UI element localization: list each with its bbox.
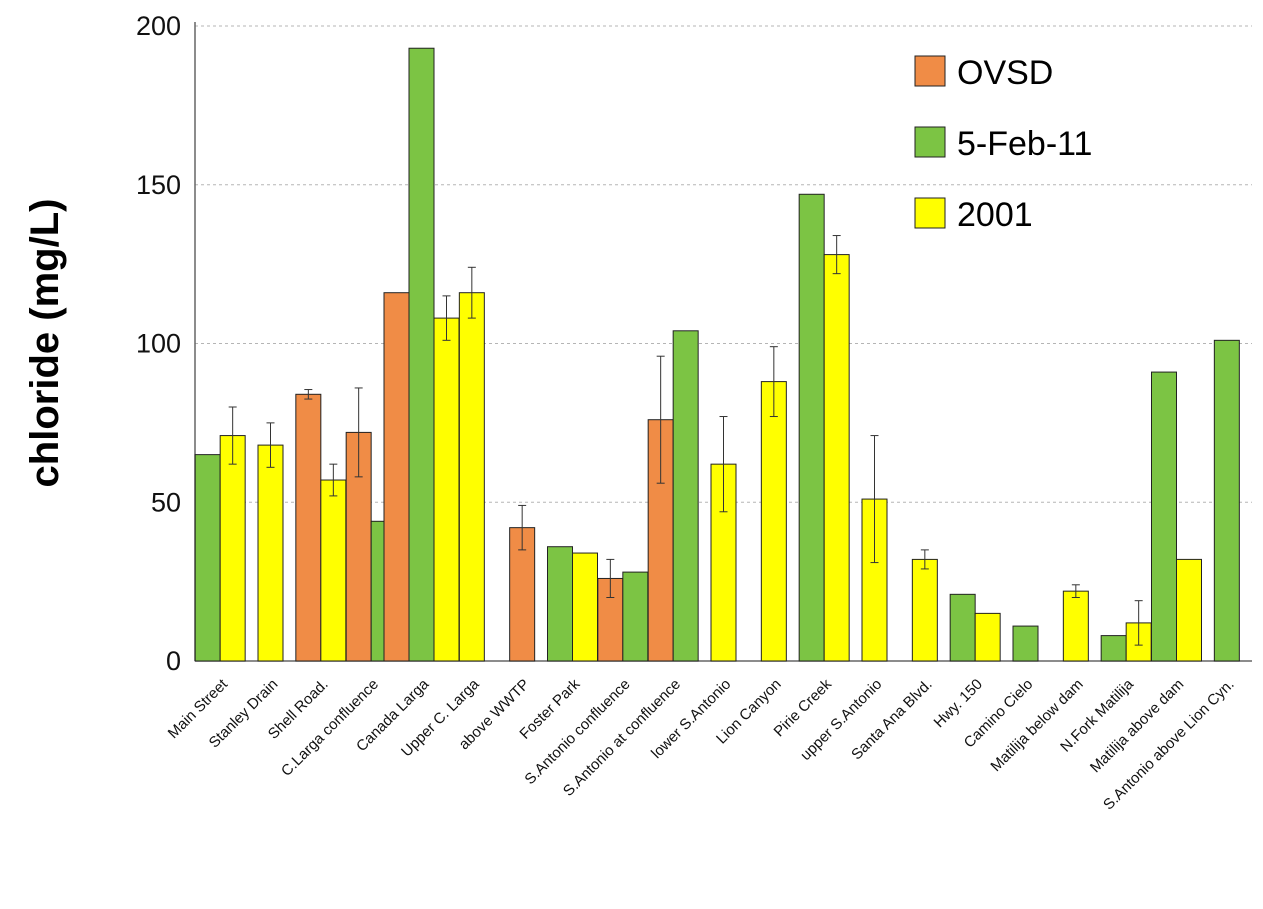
bar-5-feb-11 — [1100, 635, 1127, 662]
bar-2001 — [760, 381, 787, 662]
y-tick-label: 200 — [136, 11, 181, 41]
legend-swatch — [914, 55, 946, 87]
bar-5-feb-11 — [408, 47, 435, 662]
bar-2001 — [911, 558, 938, 662]
bar-2001 — [823, 254, 850, 662]
legend-swatch — [914, 126, 946, 158]
bar-5-feb-11 — [1151, 371, 1177, 662]
legend-label: 5-Feb-11 — [957, 125, 1092, 163]
legend-label: OVSD — [957, 54, 1053, 92]
bar-2001 — [219, 435, 246, 662]
y-tick-label: 0 — [166, 646, 181, 676]
bar-2001 — [320, 479, 347, 662]
bar-2001 — [458, 292, 485, 662]
bar-5-feb-11 — [672, 330, 699, 662]
bar-ovsd — [383, 292, 410, 662]
bar-5-feb-11 — [798, 193, 825, 662]
x-tick-label: Matilija above dam — [1087, 676, 1187, 776]
legend-swatch — [914, 197, 946, 229]
bar-2001 — [1062, 590, 1089, 662]
bar-2001 — [974, 612, 1001, 662]
bar-5-feb-11 — [1012, 625, 1039, 662]
x-tick-label: C.Larga confluence — [278, 676, 382, 780]
bar-5-feb-11 — [949, 593, 976, 662]
bar-5-feb-11 — [547, 546, 573, 662]
bar-5-feb-11 — [194, 454, 221, 662]
bar-2001 — [1176, 558, 1202, 662]
y-axis-label: chloride (mg/L) — [23, 199, 67, 488]
bar-2001 — [572, 552, 598, 662]
y-tick-label: 150 — [136, 170, 181, 200]
bar-2001 — [433, 317, 460, 662]
x-tick-label: Matilija below dam — [987, 676, 1086, 775]
bar-5-feb-11 — [1213, 339, 1240, 662]
y-tick-label: 50 — [151, 487, 181, 517]
legend-label: 2001 — [957, 196, 1033, 234]
bar-ovsd — [295, 393, 322, 662]
y-tick-label: 100 — [136, 329, 181, 359]
bar-2001 — [257, 444, 284, 662]
bar-5-feb-11 — [622, 571, 649, 662]
